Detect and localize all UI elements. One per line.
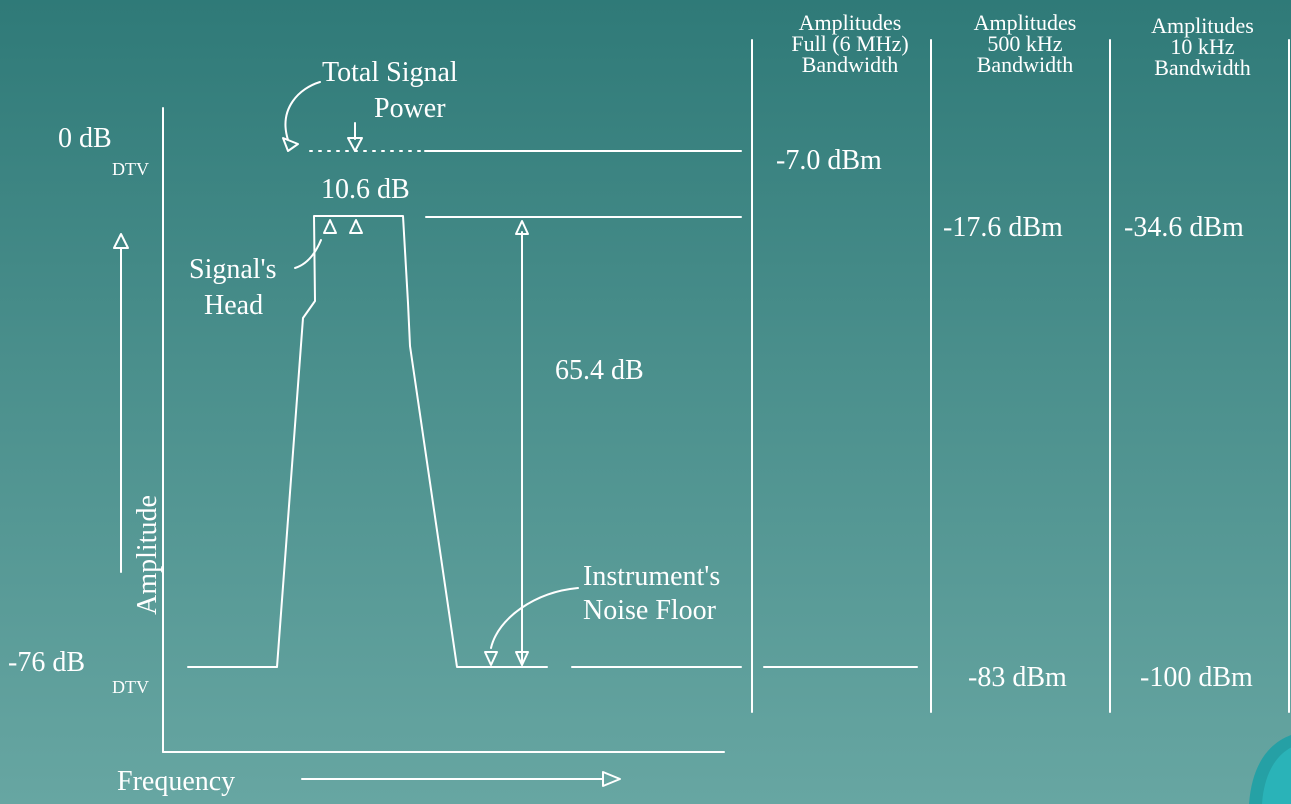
value-500k-floor: -83 dBm [968, 662, 1067, 693]
decorative-swoosh [1249, 735, 1291, 804]
noise-floor-line-2: Noise Floor [583, 595, 716, 626]
column-header-500k-line-1: Amplitudes [973, 10, 1077, 35]
signals-head-callout [294, 239, 322, 269]
column-header-10k: Amplitudes 10 kHz Bandwidth [1120, 13, 1285, 80]
column-header-10k-line-1: Amplitudes [1151, 13, 1254, 38]
column-header-10k-line-2: 10 kHz [1170, 34, 1235, 59]
amplitude-arrow-head [113, 233, 129, 249]
value-10k-floor: -100 dBm [1140, 662, 1253, 693]
signals-head-line-2: Head [204, 290, 264, 321]
column-header-500k-line-3: Bandwidth [976, 52, 1074, 77]
column-header-500k-line-2: 500 kHz [987, 31, 1063, 56]
frequency-arrow-head [602, 771, 621, 787]
dynamic-range-arrow-top [515, 220, 529, 235]
noise-floor-line-1: Instrument's [583, 561, 721, 592]
value-full-top: -7.0 dBm [776, 145, 882, 176]
column-header-500k: Amplitudes 500 kHz Bandwidth [945, 10, 1105, 77]
total-signal-power-line-1: Total Signal [322, 57, 458, 88]
x-axis-title: Frequency [117, 766, 236, 797]
head-gap-label: 10.6 dB [321, 174, 410, 205]
dynamic-range-label: 65.4 dB [555, 355, 644, 386]
zero-db-subscript: DTV [112, 159, 149, 179]
column-header-full: Amplitudes Full (6 MHz) Bandwidth [760, 10, 940, 77]
head-arrow-1 [323, 219, 337, 234]
value-10k-head: -34.6 dBm [1124, 212, 1244, 243]
value-500k-head: -17.6 dBm [943, 212, 1063, 243]
minus76-db-subscript: DTV [112, 677, 149, 697]
signals-head-line-1: Signal's [189, 254, 277, 285]
column-header-10k-line-3: Bandwidth [1154, 55, 1251, 80]
column-header-full-line-2: Full (6 MHz) [791, 31, 909, 56]
minus76-db-label: -76 dB [8, 647, 85, 678]
noise-floor-callout [490, 587, 579, 649]
total-power-callout [284, 81, 321, 141]
noise-floor-arrow-1 [484, 651, 498, 666]
total-power-callout-head [282, 137, 299, 152]
signal-trace [187, 215, 548, 668]
column-header-full-line-3: Bandwidth [801, 52, 899, 77]
total-power-arrow-head [347, 137, 363, 152]
y-axis-title: Amplitude [132, 495, 163, 615]
head-arrow-2 [349, 219, 363, 234]
column-header-full-line-1: Amplitudes [798, 10, 902, 35]
zero-db-label: 0 dB [58, 123, 112, 154]
total-signal-power-line-2: Power [374, 93, 446, 124]
